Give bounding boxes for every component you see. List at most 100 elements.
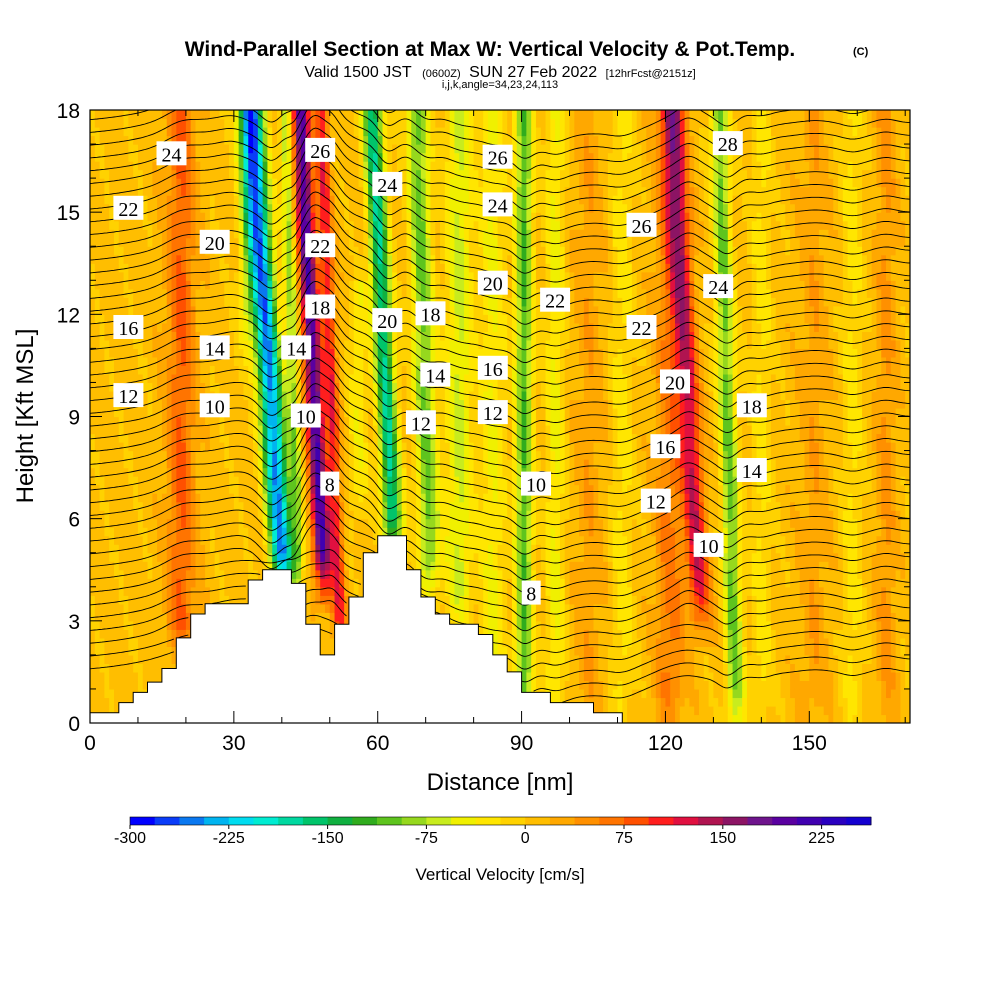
velocity-cell	[166, 518, 173, 528]
velocity-cell	[377, 118, 384, 128]
velocity-cell	[123, 586, 129, 596]
velocity-cell	[372, 433, 379, 443]
velocity-cell	[142, 246, 149, 256]
velocity-cell	[152, 561, 158, 571]
velocity-cell	[190, 518, 197, 528]
velocity-cell	[109, 450, 115, 460]
velocity-cell	[224, 144, 230, 154]
velocity-cell	[272, 484, 278, 494]
velocity-cell	[238, 561, 245, 571]
velocity-cell	[320, 271, 326, 281]
velocity-cell	[267, 407, 273, 418]
velocity-cell	[372, 382, 379, 392]
velocity-cell	[94, 339, 101, 349]
velocity-cell	[166, 425, 173, 435]
velocity-cell	[372, 501, 379, 511]
velocity-cell	[344, 603, 350, 613]
velocity-cell	[113, 705, 120, 716]
velocity-cell	[161, 237, 168, 247]
velocity-cell	[358, 331, 364, 341]
velocity-cell	[324, 561, 331, 571]
velocity-cell	[133, 237, 139, 247]
velocity-cell	[181, 271, 187, 281]
velocity-cell	[257, 407, 264, 418]
velocity-cell	[267, 450, 273, 460]
velocity-cell	[320, 586, 326, 596]
velocity-cell	[128, 578, 134, 588]
velocity-cell	[209, 220, 216, 230]
velocity-cell	[310, 263, 316, 273]
velocity-cell	[277, 416, 283, 426]
velocity-cell	[406, 229, 412, 239]
velocity-cell	[339, 305, 345, 315]
velocity-cell	[277, 169, 283, 179]
velocity-cell	[219, 195, 225, 205]
velocity-cell	[233, 586, 240, 596]
velocity-cell	[238, 450, 245, 460]
velocity-cell	[334, 220, 340, 230]
velocity-cell	[99, 552, 105, 562]
velocity-cell	[113, 425, 120, 435]
velocity-cell	[334, 254, 340, 264]
velocity-cell	[310, 161, 316, 171]
velocity-cell	[185, 203, 192, 213]
velocity-cell	[406, 510, 412, 520]
velocity-cell	[123, 450, 129, 460]
velocity-cell	[406, 442, 412, 452]
velocity-cell	[253, 246, 259, 256]
velocity-cell	[401, 425, 408, 435]
velocity-cell	[281, 442, 288, 452]
velocity-cell	[137, 237, 144, 247]
velocity-cell	[109, 663, 115, 673]
velocity-cell	[176, 501, 182, 511]
velocity-cell	[166, 484, 173, 494]
velocity-cell	[171, 331, 177, 341]
velocity-cell	[310, 476, 316, 486]
velocity-cell	[195, 152, 201, 162]
velocity-cell	[161, 348, 168, 358]
velocity-cell	[396, 416, 403, 426]
velocity-cell	[113, 595, 120, 605]
velocity-cell	[90, 493, 96, 503]
velocity-cell	[99, 186, 105, 196]
velocity-cell	[353, 246, 360, 256]
velocity-cell	[185, 399, 192, 409]
velocity-cell	[281, 365, 288, 375]
velocity-cell	[315, 442, 321, 452]
velocity-cell	[166, 442, 173, 452]
velocity-cell	[142, 229, 149, 239]
velocity-cell	[286, 288, 293, 298]
velocity-cell	[267, 237, 273, 247]
velocity-cell	[171, 476, 177, 486]
velocity-cell	[176, 135, 182, 145]
velocity-cell	[291, 442, 297, 452]
velocity-cell	[128, 127, 134, 137]
velocity-cell	[243, 254, 249, 264]
velocity-cell	[281, 544, 288, 554]
velocity-cell	[90, 578, 96, 588]
velocity-cell	[195, 433, 201, 443]
velocity-cell	[214, 569, 221, 579]
velocity-cell	[305, 442, 312, 452]
velocity-cell	[142, 263, 149, 273]
velocity-cell	[90, 612, 96, 622]
velocity-cell	[411, 152, 417, 162]
velocity-cell	[229, 305, 235, 315]
velocity-cell	[296, 569, 302, 579]
velocity-cell	[166, 459, 173, 469]
velocity-cell	[315, 493, 321, 503]
velocity-cell	[253, 552, 259, 562]
velocity-cell	[209, 144, 216, 154]
velocity-cell	[272, 322, 278, 332]
velocity-cell	[224, 356, 230, 367]
velocity-cell	[157, 476, 163, 486]
velocity-cell	[291, 195, 297, 205]
velocity-cell	[90, 697, 96, 707]
velocity-cell	[267, 195, 273, 205]
velocity-cell	[137, 297, 144, 307]
velocity-cell	[248, 169, 254, 179]
velocity-cell	[315, 314, 321, 324]
velocity-cell	[243, 297, 249, 307]
velocity-cell	[363, 416, 369, 426]
velocity-cell	[310, 569, 316, 579]
